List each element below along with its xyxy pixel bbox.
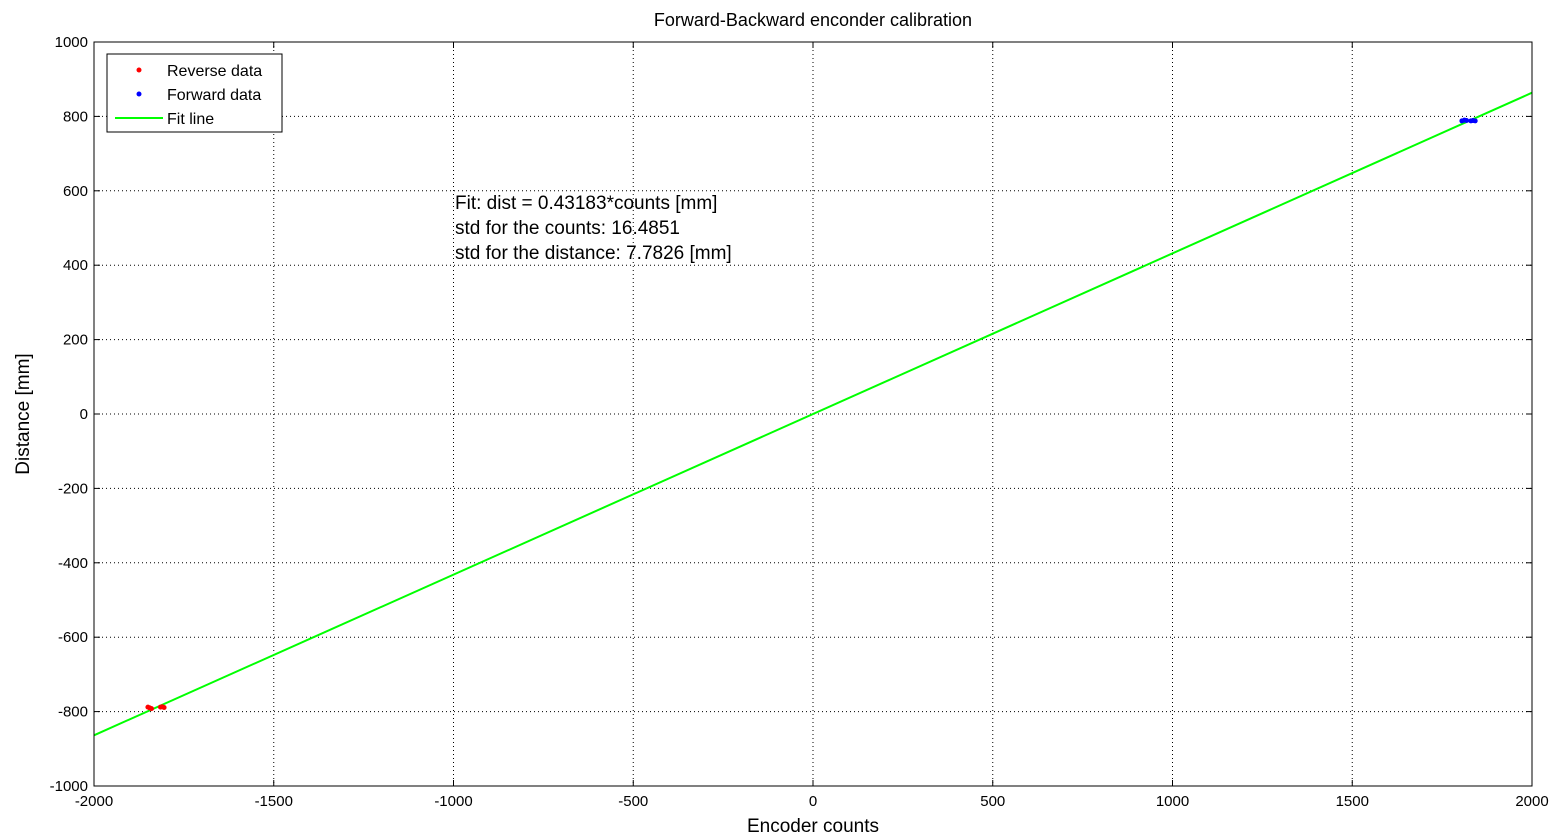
annotation-line-std-counts: std for the counts: 16.4851 — [455, 218, 680, 239]
y-tick-label: -400 — [58, 555, 88, 572]
fit-line — [93, 91, 1533, 737]
y-tick-label: 200 — [63, 332, 88, 349]
forward-data-point — [1472, 118, 1478, 124]
annotation-line-std-distance: std for the distance: 7.7826 [mm] — [455, 243, 732, 264]
legend-label-reverse-data: Reverse data — [167, 63, 262, 80]
y-tick-label: 400 — [63, 257, 88, 274]
reverse-data-point — [161, 705, 167, 711]
series-layer — [93, 91, 1533, 737]
x-tick-label: 2000 — [1515, 793, 1548, 810]
y-tick-label: 1000 — [55, 34, 88, 51]
x-tick-label: -1500 — [255, 793, 293, 810]
reverse-data-point — [149, 706, 155, 712]
y-tick-label: -600 — [58, 629, 88, 646]
x-tick-label: 0 — [809, 793, 817, 810]
grid-lines — [94, 42, 1532, 786]
legend-label-fit-line: Fit line — [167, 111, 214, 128]
legend-swatch-reverse-data — [136, 67, 142, 73]
x-tick-label: -1000 — [434, 793, 472, 810]
x-axis-title: Encoder counts — [747, 816, 879, 835]
forward-data-point — [1464, 117, 1470, 123]
y-tick-label: -800 — [58, 704, 88, 721]
tick-layer: -2000 -1500 -1000 -500 0 500 1000 1500 2000-1000… — [50, 34, 1549, 810]
x-tick-label: -500 — [618, 793, 648, 810]
legend: Reverse data Forward data Fit line — [106, 53, 283, 133]
y-tick-label: -200 — [58, 480, 88, 497]
y-tick-label: -1000 — [50, 778, 88, 795]
y-tick-label: 600 — [63, 183, 88, 200]
y-tick-label: 0 — [80, 406, 88, 423]
legend-label-forward-data: Forward data — [167, 87, 261, 104]
x-tick-label: -2000 — [75, 793, 113, 810]
x-tick-label: 500 — [980, 793, 1005, 810]
x-tick-label: 1500 — [1336, 793, 1369, 810]
y-axis-title: Distance [mm] — [13, 353, 34, 474]
fit-annotation: Fit: dist = 0.43183*counts [mm] std for … — [455, 193, 732, 264]
y-tick-label: 800 — [63, 108, 88, 125]
chart-title: Forward-Backward enconder calibration — [654, 10, 972, 30]
legend-swatch-forward-data — [136, 91, 142, 97]
x-tick-label: 1000 — [1156, 793, 1189, 810]
annotation-line-fit: Fit: dist = 0.43183*counts [mm] — [455, 193, 717, 214]
